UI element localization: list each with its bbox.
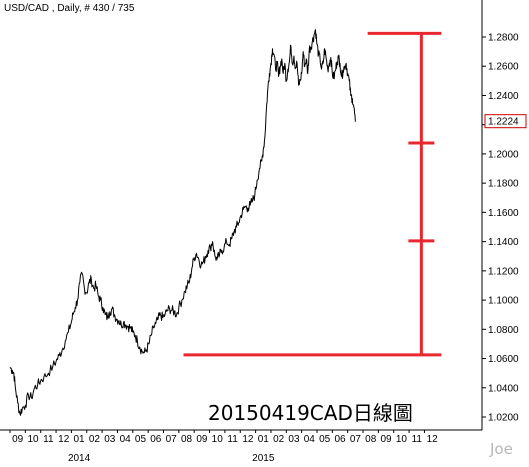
y-tick-label: 1.1200	[488, 266, 519, 277]
y-tick-label: 1.2000	[488, 149, 519, 160]
x-tick-label: 10	[212, 434, 224, 445]
x-tick-label: 04	[120, 434, 132, 445]
x-tick-label: 09	[12, 434, 24, 445]
x-tick-label: 02	[273, 434, 285, 445]
x-tick-label: 05	[319, 434, 331, 445]
x-tick-label: 09	[196, 434, 208, 445]
x-tick-label: 01	[258, 434, 270, 445]
y-axis: 1.28001.26001.24001.22001.20001.18001.16…	[482, 33, 527, 424]
x-tick-label: 08	[181, 434, 193, 445]
y-tick-label: 1.0400	[488, 383, 519, 394]
y-tick-label: 1.1400	[488, 237, 519, 248]
x-tick-label: 12	[58, 434, 70, 445]
chart-header-title: USD/CAD , Daily, # 430 / 735	[4, 3, 135, 14]
x-axis: 09 10 11 12 01 02 03 04 05 06 07 08 09 10 11 12 01 02 03 04…	[9, 430, 439, 464]
x-tick-label: 11	[227, 434, 238, 445]
x-tick-label: 04	[304, 434, 316, 445]
x-tick-label: 05	[135, 434, 147, 445]
y-tick-label: 1.1000	[488, 296, 519, 307]
y-tick-label: 1.0800	[488, 325, 519, 336]
plot-layer	[9, 29, 356, 416]
overlay-layer	[183, 31, 442, 357]
x-tick-label: 03	[104, 434, 116, 445]
x-year-label: 2014	[68, 453, 91, 464]
y-tick-label: 1.2600	[488, 62, 519, 73]
x-tick-label: 07	[166, 434, 178, 445]
x-year-label: 2015	[252, 453, 275, 464]
x-tick-label: 10	[27, 434, 39, 445]
y-tick-label: 1.0200	[488, 413, 519, 424]
x-tick-label: 07	[350, 434, 362, 445]
chart-annotation-text: 20150419CAD日線圖	[208, 401, 413, 425]
x-tick-label: 09	[381, 434, 393, 445]
x-tick-label: 03	[288, 434, 300, 445]
last-price-tag	[484, 114, 527, 129]
y-tick-label: 1.0600	[488, 354, 519, 365]
last-price-label: 1.2224	[488, 117, 519, 128]
y-tick-label: 1.1800	[488, 179, 519, 190]
x-tick-label: 11	[412, 434, 423, 445]
price-line	[9, 29, 356, 416]
x-tick-label: 02	[89, 434, 101, 445]
y-tick-label: 1.1600	[488, 208, 519, 219]
y-tick-label: 1.2400	[488, 91, 519, 102]
x-tick-label: 06	[150, 434, 162, 445]
y-tick-label: 1.2800	[488, 33, 519, 44]
x-tick-label: 01	[74, 434, 86, 445]
x-tick-label: 12	[242, 434, 254, 445]
x-tick-label: 10	[396, 434, 408, 445]
x-tick-label: 12	[427, 434, 439, 445]
x-tick-label: 11	[43, 434, 54, 445]
watermark-text: Joe	[489, 440, 513, 458]
x-tick-label: 06	[334, 434, 346, 445]
x-tick-label: 08	[365, 434, 377, 445]
